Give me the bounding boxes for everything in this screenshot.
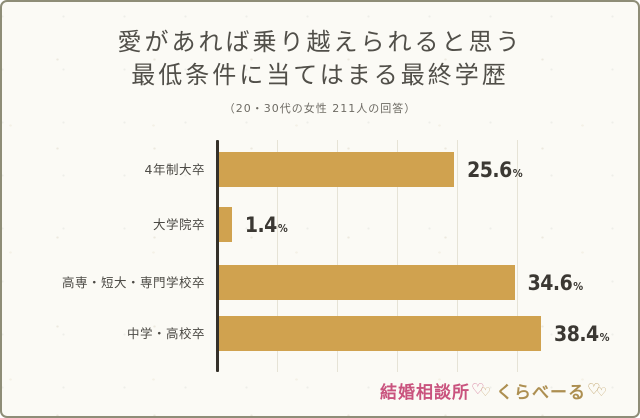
bar-area: 25.6% bbox=[219, 152, 597, 187]
bar-area: 34.6% bbox=[219, 265, 597, 300]
value-number: 34.6 bbox=[527, 270, 573, 295]
category-label: 大学院卒 bbox=[152, 217, 205, 232]
chart-title-line1: 愛があれば乗り越えられると思う bbox=[117, 28, 523, 56]
bar-chart: 4年制大卒 25.6% 大学院卒 1.4% 高専・短大・専門学校卒 34.6% 中学・高校卒… bbox=[62, 140, 610, 372]
bar bbox=[219, 207, 232, 242]
gridline bbox=[457, 140, 458, 372]
gridline bbox=[337, 140, 338, 372]
chart-row: 大学院卒 1.4% bbox=[62, 207, 597, 242]
gridline bbox=[517, 140, 518, 372]
brand-name-pink: 結婚相談所 bbox=[380, 383, 470, 403]
category-label: 4年制大卒 bbox=[144, 162, 205, 177]
gridline bbox=[397, 140, 398, 372]
chart-row: 4年制大卒 25.6% bbox=[62, 152, 597, 187]
value-number: 38.4 bbox=[554, 321, 599, 346]
chart-row: 高専・短大・専門学校卒 34.6% bbox=[62, 265, 597, 300]
plot-area bbox=[217, 140, 542, 372]
value-unit: % bbox=[573, 279, 583, 293]
category-label: 中学・高校卒 bbox=[126, 326, 205, 341]
gridline bbox=[277, 140, 278, 372]
category-label: 高専・短大・専門学校卒 bbox=[62, 275, 206, 290]
value-unit: % bbox=[599, 330, 610, 344]
double-heart-icon: ♡ ♡ bbox=[587, 379, 608, 399]
value-label: 25.6% bbox=[467, 157, 523, 182]
chart-title-line2: 最低条件に当てはまる最終学歴 bbox=[131, 61, 509, 90]
chart-row: 中学・高校卒 38.4% bbox=[62, 316, 610, 351]
bar bbox=[219, 265, 515, 300]
double-heart-icon: ♡ ♡ bbox=[471, 379, 492, 399]
bar bbox=[219, 316, 542, 351]
value-number: 25.6 bbox=[467, 157, 512, 182]
chart-subtitle: （20・30代の女性 211人の回答） bbox=[223, 102, 417, 116]
value-label: 1.4% bbox=[244, 212, 288, 237]
y-axis-line bbox=[216, 140, 219, 372]
value-number: 1.4 bbox=[244, 212, 277, 237]
value-label: 38.4% bbox=[554, 321, 610, 346]
value-label: 34.6% bbox=[527, 270, 584, 295]
bar-area: 38.4% bbox=[219, 316, 610, 351]
value-unit: % bbox=[277, 221, 288, 235]
brand-name-gold: くらべーる bbox=[496, 383, 586, 403]
value-unit: % bbox=[512, 166, 523, 180]
title-block: 愛があれば乗り越えられると思う 最低条件に当てはまる最終学歴 （20・30代の女… bbox=[2, 26, 638, 116]
bar-area: 1.4% bbox=[219, 207, 597, 242]
bar bbox=[219, 152, 455, 187]
brand-logo: 結婚相談所 ♡ ♡ くらべーる ♡ ♡ bbox=[380, 378, 612, 403]
